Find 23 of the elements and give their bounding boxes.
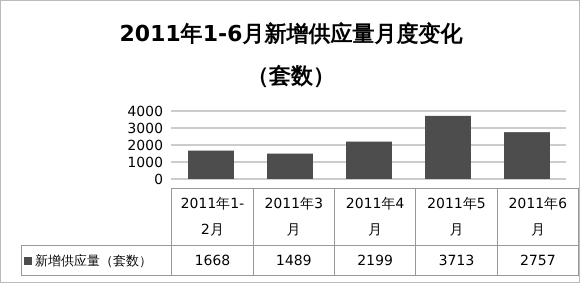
y-tick-label: 3000 <box>127 120 163 137</box>
data-label: 3713 <box>416 246 498 276</box>
x-tick-label: 2011年3月 <box>253 188 334 246</box>
data-label: 1668 <box>172 246 254 276</box>
data-label: 1489 <box>253 246 334 276</box>
data-label: 2757 <box>497 246 578 276</box>
bar <box>425 116 471 179</box>
y-tick-label: 4000 <box>127 104 163 120</box>
bar <box>188 150 234 179</box>
x-tick-label: 2011年5月 <box>416 188 498 246</box>
x-tick-label: 2011年6月 <box>497 188 578 246</box>
y-tick-label: 1000 <box>127 154 163 171</box>
chart-title: 2011年1-6月新增供应量月度变化 <box>118 20 464 49</box>
legend-label: 新增供应量（套数） <box>22 246 172 276</box>
bar <box>267 154 313 179</box>
data-label: 2199 <box>334 246 416 276</box>
x-tick-label: 2011年4月 <box>334 188 416 246</box>
y-tick-label: 2000 <box>127 138 163 154</box>
chart-subtitle: （套数） <box>246 63 336 91</box>
bar <box>504 132 550 179</box>
y-tick-label: 0 <box>154 172 163 188</box>
bar <box>346 142 392 179</box>
x-tick-label: 2011年1-2月 <box>172 188 254 246</box>
